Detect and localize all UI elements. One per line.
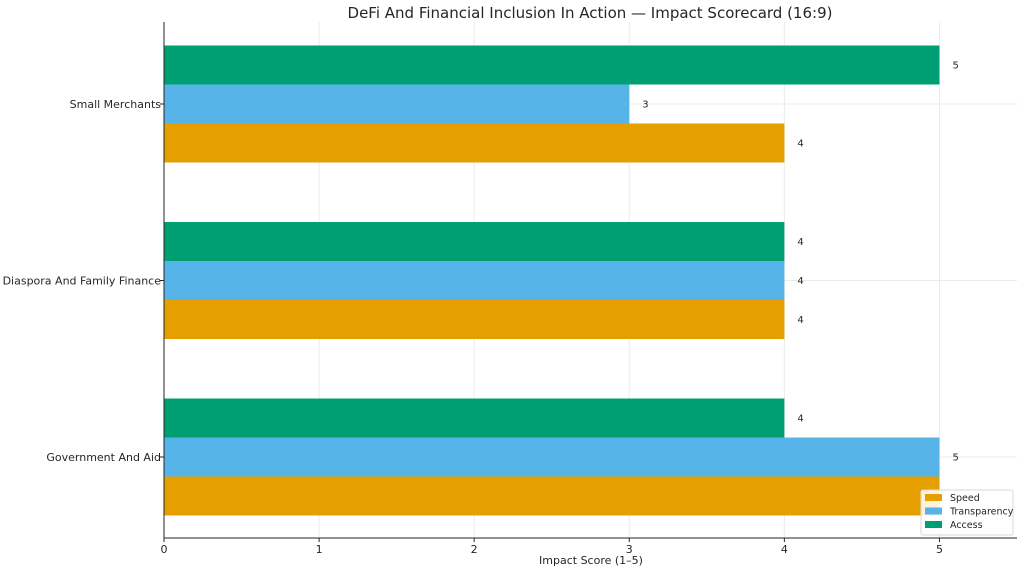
bar-small-merchants-transparency [164,84,630,124]
legend-label-access: Access [950,520,983,531]
legend-swatch-transparency [925,507,942,515]
legend-swatch-speed [925,494,942,501]
bar-diaspora-and-family-finance-transparency [164,261,785,300]
x-tick-label-4: 4 [781,543,788,556]
bar-diaspora-and-family-finance-access [164,222,785,261]
data-label-small-merchants-access: 5 [952,61,958,72]
x-axis-label: Impact Score (1–5) [539,554,643,567]
legend-swatch-access [925,521,942,528]
data-label-diaspora-and-family-finance-access: 4 [797,237,803,248]
y-category-labels: Small Merchants Diaspora And Family Finan… [3,98,164,464]
data-label-government-and-aid-access: 4 [797,414,803,425]
legend-label-speed: Speed [950,493,980,504]
bar-small-merchants-speed [164,123,785,163]
bars [164,45,940,516]
data-label-small-merchants-speed: 4 [797,139,803,150]
chart-title: DeFi And Financial Inclusion In Action —… [348,4,833,22]
data-label-diaspora-and-family-finance-speed: 4 [797,315,803,326]
category-label-small-merchants: Small Merchants [70,98,162,111]
data-label-small-merchants-transparency: 3 [642,100,648,111]
data-label-government-and-aid-transparency: 5 [952,453,958,464]
x-tick-label-0: 0 [161,543,168,556]
category-label-diaspora-and-family-finance: Diaspora And Family Finance [3,275,162,288]
x-ticks: 0 1 2 3 4 5 [161,538,943,556]
category-label-government-and-aid: Government And Aid [46,451,161,464]
data-label-diaspora-and-family-finance-transparency: 4 [797,276,803,287]
bar-government-and-aid-access [164,398,785,438]
legend: Speed Transparency Access [920,489,1014,536]
x-tick-label-2: 2 [471,543,478,556]
x-tick-label-5: 5 [936,543,943,556]
x-tick-label-3: 3 [626,543,633,556]
bar-government-and-aid-transparency [164,437,940,477]
legend-label-transparency: Transparency [949,507,1014,518]
bar-small-merchants-access [164,45,940,85]
x-tick-label-1: 1 [316,543,323,556]
bar-diaspora-and-family-finance-speed [164,300,785,339]
legend-box [920,489,1014,536]
data-labels: 5 3 4 4 4 4 4 5 [642,61,959,464]
bar-government-and-aid-speed [164,476,940,516]
